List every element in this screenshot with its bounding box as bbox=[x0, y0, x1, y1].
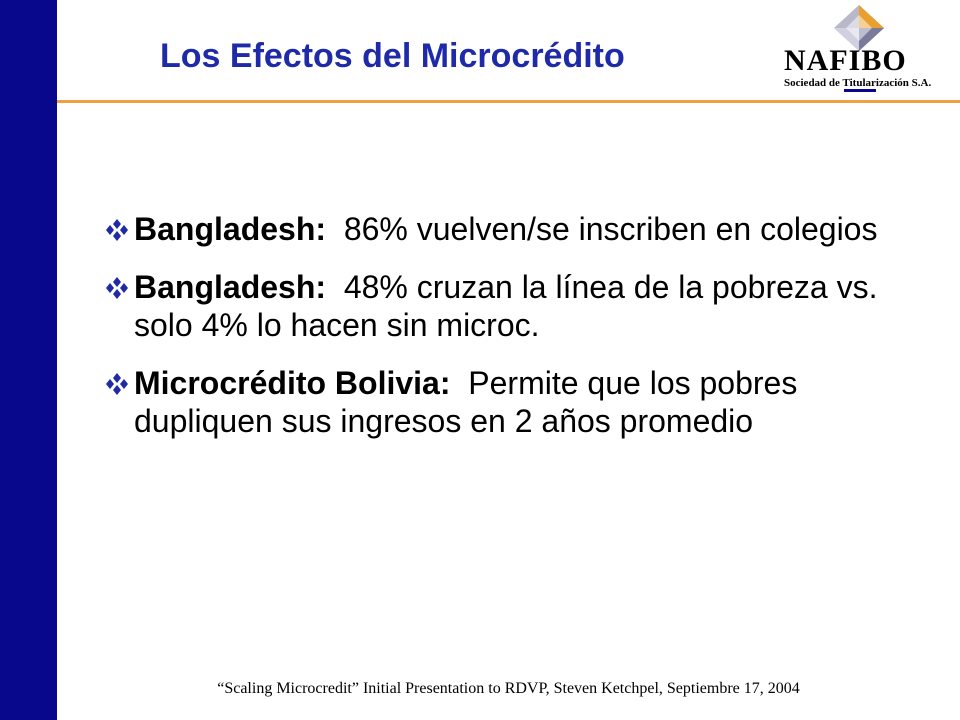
bullet-text: 86% vuelven/se inscriben en colegios bbox=[343, 211, 878, 247]
diamond-logo-icon bbox=[834, 5, 884, 51]
slide-title: Los Efectos del Microcrédito bbox=[160, 37, 625, 75]
bullet-list: Bangladesh: 86% vuelven/se inscriben en … bbox=[100, 210, 930, 460]
bullet-lead: Bangladesh: bbox=[134, 211, 327, 247]
bullet-text: 48% cruzan la línea de la pobreza vs. so… bbox=[134, 269, 878, 343]
bullet-lead: Microcrédito Bolivia: bbox=[134, 365, 451, 401]
four-diamond-bullet-icon bbox=[106, 373, 128, 395]
logo-subtitle: Sociedad de Titularización S.A. bbox=[784, 77, 932, 89]
title-underline bbox=[57, 100, 960, 103]
slide-footer: “Scaling Microcredit” Initial Presentati… bbox=[217, 680, 800, 697]
nafibo-logo: NAFIBO Sociedad de Titularización S.A. bbox=[774, 0, 960, 98]
four-diamond-bullet-icon bbox=[106, 219, 128, 241]
left-sidebar-bar bbox=[0, 0, 57, 720]
bullet-item: Bangladesh: 86% vuelven/se inscriben en … bbox=[100, 210, 930, 248]
four-diamond-bullet-icon bbox=[106, 277, 128, 299]
logo-name: NAFIBO bbox=[784, 44, 907, 77]
bullet-item: Bangladesh: 48% cruzan la línea de la po… bbox=[100, 268, 930, 344]
bullet-lead: Bangladesh: bbox=[134, 269, 327, 305]
bullet-text: Permite que los pobres dupliquen sus ing… bbox=[134, 365, 798, 439]
bullet-item: Microcrédito Bolivia: Permite que los po… bbox=[100, 364, 930, 440]
logo-underline bbox=[844, 89, 876, 92]
